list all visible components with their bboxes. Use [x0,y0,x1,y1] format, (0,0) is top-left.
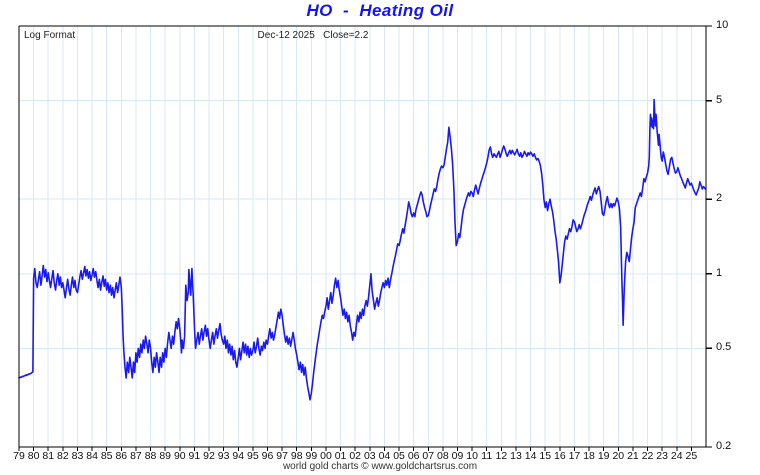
x-axis-tick-label: 04 [378,450,391,462]
x-axis-tick-label: 11 [481,450,493,462]
x-axis-tick-label: 00 [320,450,332,462]
x-axis-tick-label: 25 [685,450,698,462]
y-axis-tick-label: 5 [716,93,723,106]
x-axis-tick-label: 98 [290,450,303,462]
x-axis-tick-label: 13 [510,450,522,462]
x-axis-tick-label: 12 [495,450,508,462]
y-axis-tick-label: 0.5 [716,341,732,354]
x-axis-tick-label: 18 [583,450,595,462]
x-axis-tick-label: 91 [188,450,201,462]
x-axis-tick-label: 10 [466,450,478,462]
x-axis-tick-label: 22 [641,450,654,462]
x-axis-tick-label: 17 [568,450,581,462]
x-axis-tick-label: 92 [203,450,215,462]
x-axis-tick-label: 02 [349,450,362,462]
x-axis-tick-label: 81 [42,450,55,462]
quote-readout: Dec-12 2025 Close=2.2 [257,30,369,41]
x-axis-tick-label: 84 [86,450,98,462]
x-axis-tick-label: 08 [437,450,449,462]
y-axis-tick-label: 2 [716,192,723,205]
page-title: HO - Heating Oil [306,1,454,20]
x-axis-tick-label: 88 [144,450,157,462]
x-axis-tick-label: 82 [57,450,69,462]
x-axis-tick-label: 24 [670,450,683,462]
log-format-label: Log Format [24,30,76,41]
x-axis-tick-label: 20 [612,450,625,462]
x-axis-tick-label: 09 [451,450,464,462]
x-axis-tick-label: 93 [217,450,230,462]
y-axis-tick-label: 0.2 [716,440,732,452]
x-axis-tick-label: 83 [71,450,84,462]
x-axis-tick-label: 15 [539,450,552,462]
x-axis-tick-label: 07 [422,450,435,462]
x-axis-tick-label: 19 [597,450,610,462]
y-axis-tick-label: 1 [716,266,723,279]
x-axis-tick-label: 05 [393,450,405,462]
x-axis-tick-label: 01 [334,450,347,462]
x-axis-tick-label: 21 [627,450,639,462]
x-axis-tick-label: 97 [276,450,288,462]
x-axis-tick-label: 86 [115,450,128,462]
x-axis-tick-label: 94 [232,450,245,462]
x-axis-tick-label: 23 [656,450,668,462]
x-axis-tick-label: 80 [27,450,40,462]
x-axis-tick-label: 96 [261,450,274,462]
footer-credit: world gold charts © www.goldchartsrus.co… [282,461,478,472]
y-axis-tick-label: 10 [716,19,729,31]
x-axis-tick-label: 03 [363,450,376,462]
x-axis-tick-label: 06 [407,450,420,462]
x-axis-tick-label: 16 [553,450,566,462]
x-axis-tick-label: 79 [13,450,25,462]
x-axis-tick-label: 99 [305,450,318,462]
x-axis-tick-label: 95 [247,450,259,462]
x-axis-tick-label: 14 [524,450,537,462]
x-axis-tick-label: 87 [130,450,142,462]
x-axis-tick-label: 90 [173,450,186,462]
x-axis-tick-label: 89 [159,450,171,462]
x-axis-tick-label: 85 [100,450,113,462]
